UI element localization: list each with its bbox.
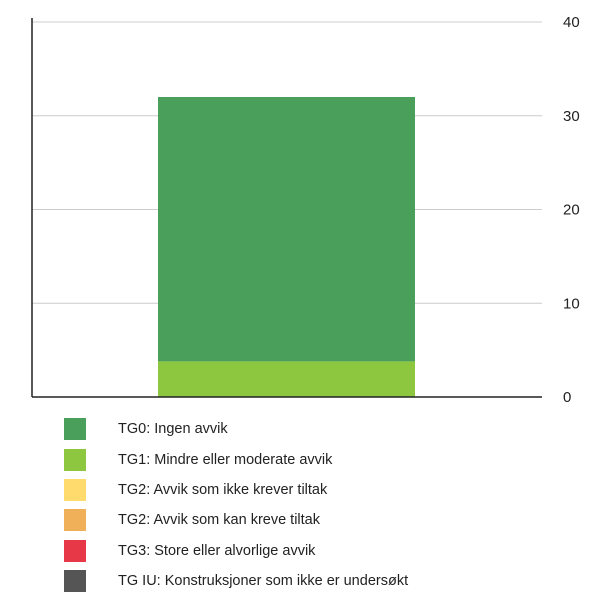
legend-swatch	[64, 418, 86, 441]
bar-segment	[158, 97, 415, 362]
legend-swatch	[64, 478, 86, 501]
y-tick-label: 20	[563, 202, 580, 219]
legend: TG0: Ingen avvik TG1: Mindre eller modera…	[64, 414, 574, 596]
legend-swatch	[64, 539, 86, 562]
y-tick-label: 10	[563, 295, 580, 312]
legend-label: TG2: Avvik som ikke krever tiltak	[118, 481, 328, 498]
legend-swatch	[64, 448, 86, 471]
legend-swatch	[64, 509, 86, 532]
legend-item: TG IU: Konstruksjoner som ikke er unders…	[64, 566, 574, 596]
legend-item: TG2: Avvik som ikke krever tiltak	[64, 475, 574, 505]
y-tick-label: 30	[563, 108, 580, 125]
legend-label: TG3: Store eller alvorlige avvik	[118, 542, 316, 559]
legend-label: TG1: Mindre eller moderate avvik	[118, 451, 333, 468]
legend-item: TG1: Mindre eller moderate avvik	[64, 444, 574, 474]
legend-swatch	[64, 570, 86, 593]
y-tick-label: 0	[563, 389, 571, 406]
y-tick-label: 40	[563, 14, 580, 31]
y-tick-labels: 0 10 20 30 40	[563, 14, 580, 406]
legend-item: TG3: Store eller alvorlige avvik	[64, 536, 574, 566]
legend-label: TG0: Ingen avvik	[118, 421, 228, 438]
legend-label: TG2: Avvik som kan kreve tiltak	[118, 512, 320, 529]
legend-label: TG IU: Konstruksjoner som ikke er unders…	[118, 573, 409, 590]
chart: 0 10 20 30 40	[31, 14, 580, 406]
bar-segment	[158, 361, 415, 397]
legend-item: TG2: Avvik som kan kreve tiltak	[64, 505, 574, 535]
bars	[158, 97, 415, 397]
legend-item: TG0: Ingen avvik	[64, 414, 574, 444]
